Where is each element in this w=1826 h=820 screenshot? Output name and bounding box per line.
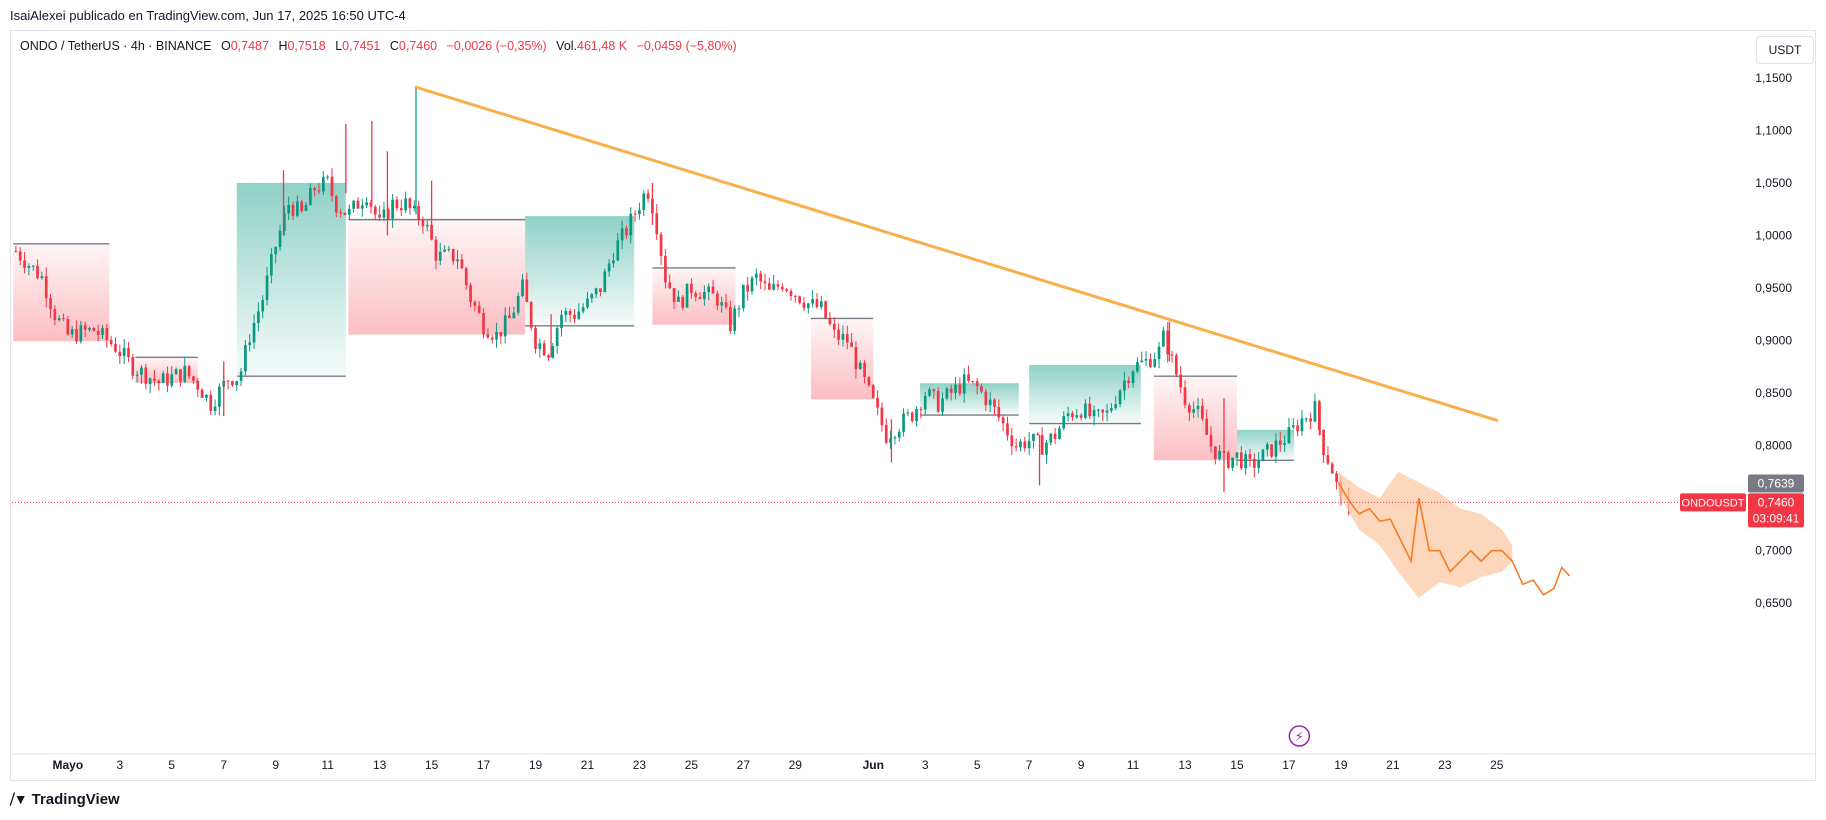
legend-close-value: 0,7460 [398, 39, 438, 53]
symbol-legend: ONDO / TetherUS · 4h · BINANCE O0,7487 H… [20, 39, 737, 53]
legend-high-label: H [278, 39, 288, 53]
legend-close-label: C [389, 39, 399, 53]
legend-high-value: 0,7518 [287, 39, 326, 53]
legend-symbol[interactable]: ONDO / TetherUS · 4h · BINANCE [20, 39, 212, 53]
tradingview-brand[interactable]: ⧸▼ TradingView [10, 791, 120, 808]
legend-open-label: O [220, 39, 231, 53]
legend-low-label: L [335, 39, 343, 53]
legend-volume-change: −0,0459 (−5,80%) [636, 39, 737, 53]
published-caption: IsaiAlexei publicado en TradingView.com,… [10, 8, 406, 23]
brand-name: TradingView [31, 791, 120, 808]
legend-volume-value: 461,48 K [577, 39, 628, 53]
legend-low-value: 0,7451 [342, 39, 381, 53]
currency-button[interactable]: USDT [1756, 36, 1814, 64]
legend-volume-label: Vol. [556, 39, 578, 53]
chart-frame [10, 30, 1816, 781]
legend-open-value: 0,7487 [230, 39, 269, 53]
legend-change: −0,0026 (−0,35%) [446, 39, 547, 53]
tradingview-logo-icon: ⧸▼ [10, 791, 28, 807]
